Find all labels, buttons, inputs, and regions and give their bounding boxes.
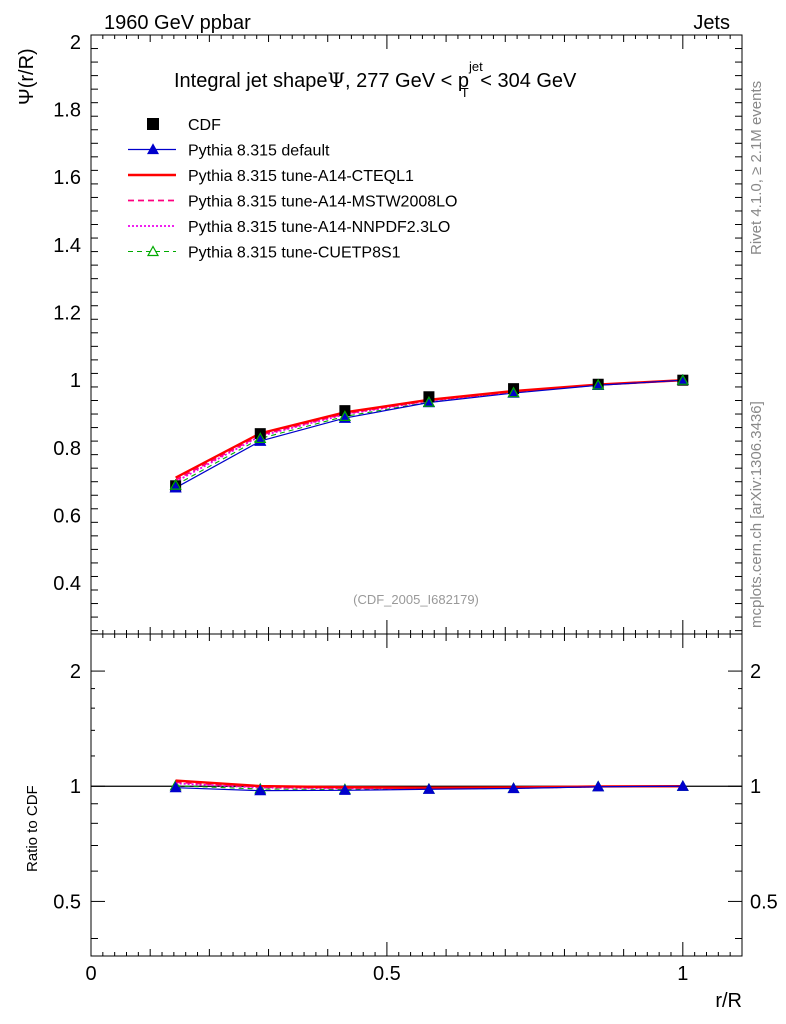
ratio-y-axis-label: Ratio to CDF	[24, 785, 41, 872]
series-3	[175, 379, 683, 790]
ratio-y-tick-label: 0.5	[53, 891, 81, 913]
legend-marker-data	[147, 118, 159, 130]
title-sup: jet	[468, 59, 483, 74]
series-point-overlay	[254, 432, 267, 443]
series-point-overlay	[422, 395, 435, 407]
y-tick-label: 1.4	[53, 235, 81, 257]
series-ratio-point	[254, 784, 267, 796]
ratio-y-tick-label-right: 2	[750, 661, 761, 683]
series-point-overlay	[169, 478, 182, 490]
y-tick-label: 1	[70, 370, 81, 392]
series-ratio-point	[169, 781, 182, 793]
legend-label-4: Pythia 8.315 tune-CUETP8S1	[188, 245, 401, 262]
x-tick-label: 0	[85, 963, 96, 985]
y-tick-label: 1.6	[53, 167, 81, 189]
series-point-overlay	[338, 410, 351, 421]
title-range-a: , 277 GeV < p	[345, 70, 469, 92]
title-range-b: < 304 GeV	[475, 70, 577, 92]
ratio-y-tick-label: 2	[70, 661, 81, 683]
series-0	[169, 373, 689, 796]
legend-label-3: Pythia 8.315 tune-A14-NNPDF2.3LO	[188, 219, 450, 236]
series-ratio-point	[592, 780, 605, 792]
series-layer	[169, 373, 689, 796]
y-tick-label: 1.2	[53, 303, 81, 325]
analysis-watermark: (CDF_2005_I682179)	[353, 592, 479, 607]
legend-marker-4	[146, 245, 160, 257]
y-tick-label: 1.8	[53, 99, 81, 121]
x-tick-label: 1	[677, 963, 688, 985]
y-tick-label: 0.4	[53, 573, 81, 595]
x-tick-label: 0.5	[373, 963, 401, 985]
legend: CDF Pythia 8.315 default Pythia 8.315 tune…	[128, 117, 457, 262]
series-ratio-point	[676, 780, 689, 791]
mcplots-label: mcplots.cern.ch [arXiv:1306.3436]	[748, 401, 765, 628]
series-ratio-point	[507, 782, 520, 794]
header-right: Jets	[693, 12, 730, 34]
ratio-panel-frame	[90, 633, 743, 957]
series-1	[175, 378, 683, 790]
series-4	[169, 373, 689, 794]
axes-layer: 0 0.5 1 0.4 0.6 0.8 1 1.2 1.4 1.6 1.8 2 0.5 0.5 1 1 2 2	[53, 32, 778, 985]
legend-label-data: CDF	[188, 117, 221, 134]
series-point-overlay	[507, 386, 520, 398]
y-axis-label: Ψ(r/R)	[16, 48, 38, 105]
y-tick-label: 2	[70, 32, 81, 54]
ratio-y-tick-label-right: 1	[750, 776, 761, 798]
series-point-overlay	[592, 378, 605, 390]
header-left: 1960 GeV ppbar	[104, 12, 251, 34]
legend-label-0: Pythia 8.315 default	[188, 143, 330, 160]
y-tick-label: 0.8	[53, 438, 81, 460]
ratio-y-tick-label: 1	[70, 776, 81, 798]
series-ratio-point	[422, 783, 435, 794]
ratio-y-tick-label-right: 0.5	[750, 891, 778, 913]
title-psi: Ψ	[327, 68, 345, 92]
legend-label-1: Pythia 8.315 tune-A14-CTEQL1	[188, 168, 414, 185]
y-tick-label: 0.6	[53, 506, 81, 528]
plot-title: Integral jet shapeΨ, 277 GeV < pjet T < 3…	[174, 59, 577, 100]
legend-marker-0	[146, 143, 160, 155]
rivet-label: Rivet 4.1.0, ≥ 2.1M events	[748, 81, 765, 255]
series-2	[175, 379, 683, 790]
series-data	[169, 373, 689, 493]
series-point-overlay	[676, 373, 689, 385]
series-ratio-point	[338, 784, 351, 795]
legend-label-2: Pythia 8.315 tune-A14-MSTW2008LO	[188, 194, 457, 211]
x-axis-label: r/R	[715, 990, 742, 1012]
title-main: Integral jet shape	[174, 70, 327, 92]
title-sub: T	[461, 85, 469, 100]
